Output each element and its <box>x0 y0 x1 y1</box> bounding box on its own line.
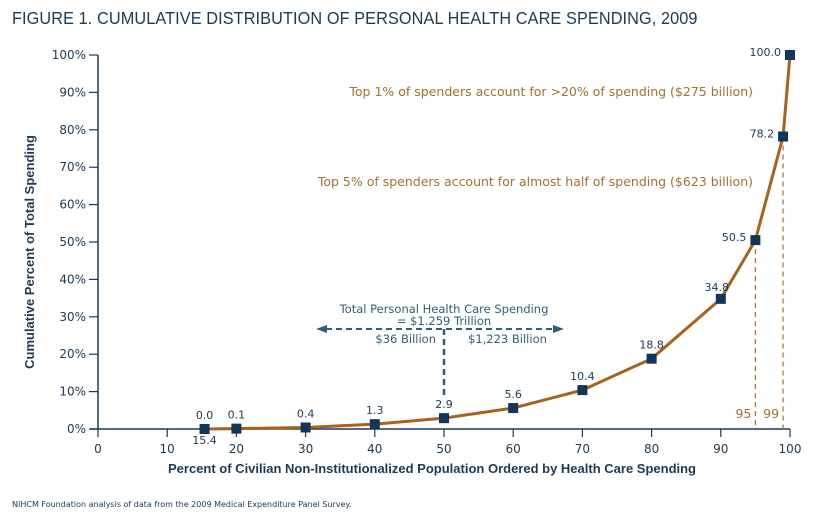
data-point-label: 1.3 <box>366 404 384 417</box>
y-tick-label: 10% <box>59 385 86 399</box>
data-point-label: 18.8 <box>639 339 664 352</box>
split-title: Total Personal Health Care Spending <box>339 302 549 316</box>
split-right-amount: $1,223 Billion <box>468 332 547 346</box>
y-tick-label: 40% <box>59 272 86 286</box>
y-tick-label: 90% <box>59 85 86 99</box>
x-tick-label: 30 <box>298 442 313 456</box>
reference-line-label: 95 <box>735 406 751 421</box>
arrow-left-icon <box>316 325 327 333</box>
y-tick-label: 70% <box>59 160 86 174</box>
x-tick-label: 20 <box>229 442 244 456</box>
data-point-label: 34.8 <box>705 281 730 294</box>
data-point-marker <box>750 235 761 246</box>
x-tick-label: 50 <box>436 442 451 456</box>
data-point-marker <box>785 50 795 60</box>
x-tick-label: 0 <box>94 442 102 456</box>
data-point-marker <box>369 419 380 430</box>
data-point-label: 10.4 <box>570 370 595 383</box>
data-point-label: 78.2 <box>750 128 775 141</box>
data-point-marker <box>577 385 588 396</box>
data-point-label: 100.0 <box>750 46 782 59</box>
y-tick-label: 0% <box>67 422 86 436</box>
data-point-marker <box>300 422 311 433</box>
y-axis-label: Cumulative Percent of Total Spending <box>22 135 37 369</box>
x-tick-label: 60 <box>506 442 521 456</box>
figure-title: FIGURE 1. CUMULATIVE DISTRIBUTION OF PER… <box>12 8 698 28</box>
data-point-label: 0.0 <box>196 409 214 422</box>
y-tick-label: 30% <box>59 310 86 324</box>
data-point-marker <box>439 413 449 424</box>
split-total: = $1.259 Trillion <box>397 314 491 328</box>
data-point-marker <box>778 131 789 142</box>
y-tick-label: 60% <box>59 198 86 212</box>
data-point-marker <box>646 353 657 364</box>
y-tick-label: 80% <box>59 123 86 137</box>
data-point-marker <box>231 423 242 434</box>
data-point-marker <box>508 403 519 414</box>
annotation-top-5-percent: Top 5% of spenders account for almost ha… <box>317 174 753 189</box>
data-point-label: 5.6 <box>504 388 522 401</box>
data-point-label: 0.4 <box>297 408 315 421</box>
x-tick-label: 10 <box>160 442 175 456</box>
data-point-label: 2.9 <box>435 398 453 411</box>
x-axis-label: Percent of Civilian Non-Institutionalize… <box>168 461 696 476</box>
reference-line-label: 99 <box>763 406 779 421</box>
arrow-right-icon <box>553 325 564 333</box>
spending-curve <box>204 54 792 431</box>
data-point-label: 50.5 <box>722 231 747 244</box>
x-tick-label: 90 <box>713 442 728 456</box>
y-tick-label: 50% <box>59 235 86 249</box>
x-tick-label: 80 <box>644 442 659 456</box>
y-tick-label: 20% <box>59 347 86 361</box>
annotation-top-1-percent: Top 1% of spenders account for >20% of s… <box>348 84 753 99</box>
x-tick-label: 40 <box>367 442 382 456</box>
x-tick-label: 70 <box>575 442 590 456</box>
source-note: NIHCM Foundation analysis of data from t… <box>12 500 352 509</box>
x-value-label: 15.4 <box>192 434 217 447</box>
data-point-marker <box>715 293 726 304</box>
data-point-marker <box>199 424 210 434</box>
split-left-amount: $36 Billion <box>375 332 436 346</box>
y-tick-label: 100% <box>52 48 86 62</box>
x-tick-label: 100 <box>779 442 802 456</box>
data-point-label: 0.1 <box>228 409 246 422</box>
